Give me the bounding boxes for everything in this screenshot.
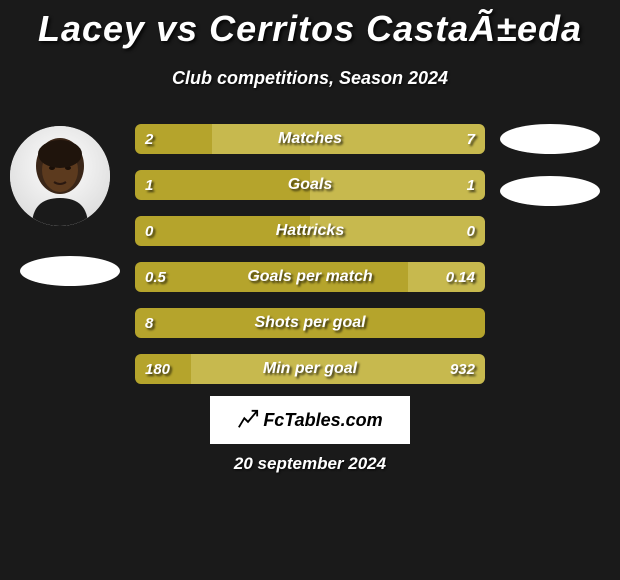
- bar-left-fill: [135, 216, 310, 246]
- bar-left-fill: [135, 170, 310, 200]
- chart-icon: [237, 409, 259, 431]
- fctables-logo[interactable]: FcTables.com: [210, 396, 410, 444]
- bar-right-fill: [310, 170, 485, 200]
- stat-row: Goals per match0.50.14: [135, 262, 485, 292]
- bar-right-fill: [310, 216, 485, 246]
- stat-row: Matches27: [135, 124, 485, 154]
- player-right-name-chip-2: [500, 176, 600, 206]
- bar-left-fill: [135, 124, 212, 154]
- page-title: Lacey vs Cerritos CastaÃ±eda: [0, 0, 620, 50]
- stat-row: Min per goal180932: [135, 354, 485, 384]
- bar-left-fill: [135, 308, 485, 338]
- player-left-name-chip: [20, 256, 120, 286]
- stat-row: Shots per goal8: [135, 308, 485, 338]
- date-line: 20 september 2024: [0, 454, 620, 474]
- logo-text: FcTables.com: [263, 410, 382, 431]
- stat-row: Goals11: [135, 170, 485, 200]
- bar-right-fill: [212, 124, 485, 154]
- player-right-name-chip-1: [500, 124, 600, 154]
- stat-row: Hattricks00: [135, 216, 485, 246]
- bar-right-fill: [408, 262, 485, 292]
- bar-right-fill: [191, 354, 485, 384]
- comparison-bars: Matches27 Goals11 Hattricks00 Goals per mat…: [135, 124, 485, 400]
- player-left-avatar: [10, 126, 110, 226]
- bar-left-fill: [135, 354, 191, 384]
- bar-left-fill: [135, 262, 408, 292]
- subtitle: Club competitions, Season 2024: [0, 68, 620, 89]
